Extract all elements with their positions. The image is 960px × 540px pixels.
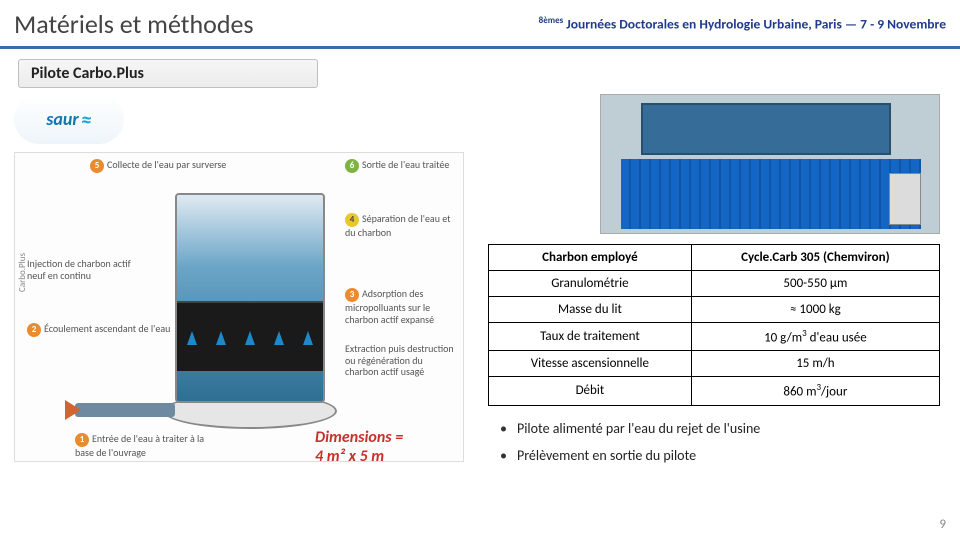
saur-stereau-logo: saur≈ bbox=[14, 94, 124, 144]
conference-line: 8èmes Journées Doctorales en Hydrologie … bbox=[539, 15, 946, 33]
notes-list: Pilote alimenté par l'eau du rejet de l'… bbox=[500, 420, 940, 464]
callout-2: 2Écoulement ascendant de l'eau bbox=[27, 323, 170, 337]
badge-4: 4 bbox=[345, 213, 359, 227]
table-row: Vitesse ascensionnelle15 m/h bbox=[489, 351, 940, 377]
cell: 500-550 µm bbox=[691, 271, 939, 297]
cell: Taux de traitement bbox=[489, 323, 692, 351]
inlet-arrow-icon bbox=[65, 400, 81, 420]
page-number: 9 bbox=[939, 517, 946, 532]
cell: 10 g/m3 d'eau usée bbox=[691, 323, 939, 351]
right-column: Charbon employéCycle.Carb 305 (Chemviron… bbox=[488, 94, 940, 474]
slide-header: Matériels et méthodes 8èmes Journées Doc… bbox=[0, 0, 960, 49]
wave-icon: ≈ bbox=[81, 106, 92, 133]
dimensions-label: Dimensions = 4 m² x 5 m bbox=[315, 428, 403, 466]
subtitle-text: Pilote Carbo.Plus bbox=[31, 64, 144, 83]
cell: ≈ 1000 kg bbox=[691, 297, 939, 323]
callout-3: 3Adsorption des micropolluants sur le ch… bbox=[345, 288, 455, 325]
photo-door bbox=[889, 173, 921, 225]
conference-text: Journées Doctorales en Hydrologie Urbain… bbox=[563, 16, 946, 33]
list-item: Pilote alimenté par l'eau du rejet de l'… bbox=[500, 420, 940, 437]
conference-ordinal: 8èmes bbox=[539, 15, 564, 26]
carboplus-diagram: Carbo.Plus 5Collecte de l'eau par surver… bbox=[14, 152, 464, 462]
cell: 860 m3/jour bbox=[691, 377, 939, 405]
callout-5: 5Collecte de l'eau par surverse bbox=[90, 159, 226, 173]
callout-1: 1Entrée de l'eau à traiter à la base de … bbox=[75, 433, 215, 459]
table-row: Granulométrie500-550 µm bbox=[489, 271, 940, 297]
badge-2: 2 bbox=[27, 323, 41, 337]
cell: Vitesse ascensionnelle bbox=[489, 351, 692, 377]
cell: Débit bbox=[489, 377, 692, 405]
callout-injection: Injection de charbon actif neuf en conti… bbox=[27, 258, 137, 281]
page-title: Matériels et méthodes bbox=[14, 8, 254, 40]
pilot-photo bbox=[600, 94, 940, 234]
list-item: Prélèvement en sortie du pilote bbox=[500, 447, 940, 464]
badge-3: 3 bbox=[345, 288, 359, 302]
callout-extraction: Extraction puis destruction ou régénérat… bbox=[345, 343, 455, 378]
cell: Masse du lit bbox=[489, 297, 692, 323]
cell: 15 m/h bbox=[691, 351, 939, 377]
cell: Charbon employé bbox=[489, 245, 692, 271]
table-row: Débit860 m3/jour bbox=[489, 377, 940, 405]
photo-platform bbox=[641, 103, 891, 155]
badge-6: 6 bbox=[345, 159, 359, 173]
inlet-pipe bbox=[75, 403, 175, 417]
badge-1: 1 bbox=[75, 433, 89, 447]
cell: Cycle.Carb 305 (Chemviron) bbox=[691, 245, 939, 271]
cell: Granulométrie bbox=[489, 271, 692, 297]
tank-body bbox=[175, 193, 325, 403]
badge-5: 5 bbox=[90, 159, 104, 173]
callout-4: 4Séparation de l'eau et du charbon bbox=[345, 213, 463, 239]
callout-6: 6Sortie de l'eau traitée bbox=[345, 159, 449, 173]
upflow-arrows bbox=[177, 331, 323, 391]
parameters-table: Charbon employéCycle.Carb 305 (Chemviron… bbox=[488, 244, 940, 406]
table-row: Charbon employéCycle.Carb 305 (Chemviron… bbox=[489, 245, 940, 271]
subtitle-band: Pilote Carbo.Plus bbox=[18, 59, 318, 88]
table-row: Taux de traitement10 g/m3 d'eau usée bbox=[489, 323, 940, 351]
table-row: Masse du lit≈ 1000 kg bbox=[489, 297, 940, 323]
content-area: saur≈ Carbo.Plus 5Collecte de l'eau par … bbox=[0, 88, 960, 474]
logo-text: saur bbox=[46, 108, 78, 130]
left-column: saur≈ Carbo.Plus 5Collecte de l'eau par … bbox=[14, 94, 474, 474]
